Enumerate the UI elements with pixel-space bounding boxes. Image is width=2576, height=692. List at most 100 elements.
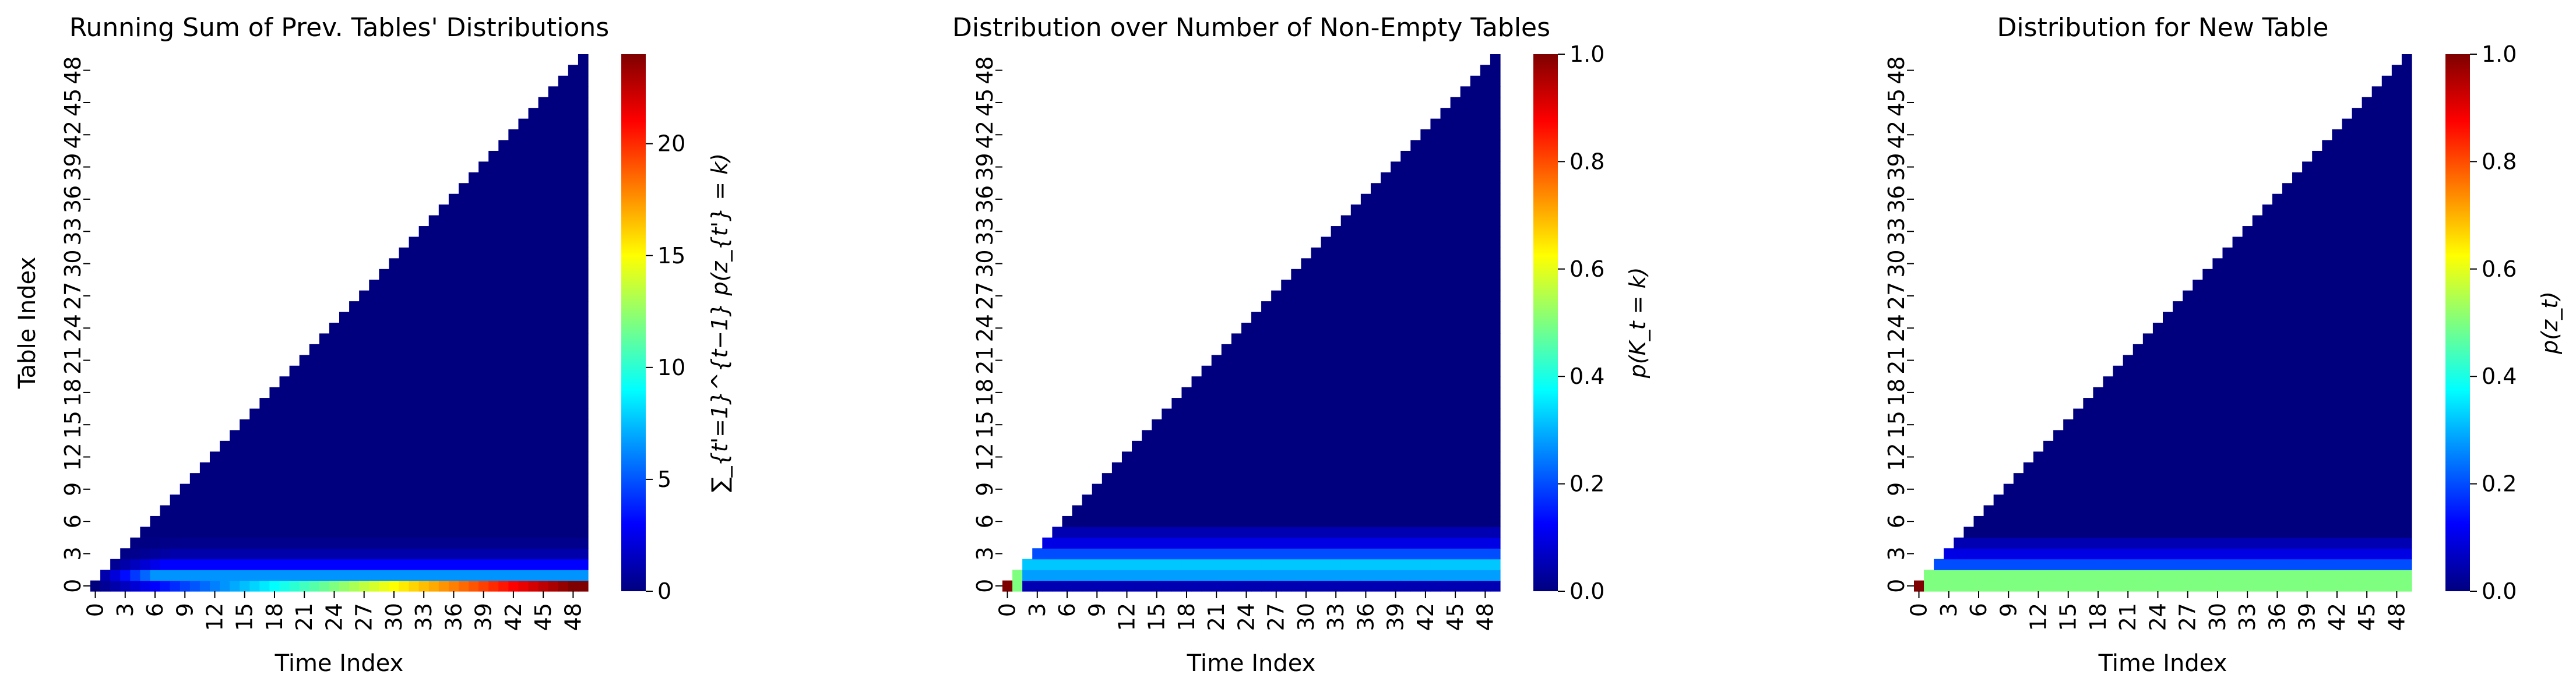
heatmap-cell [299, 505, 310, 517]
heatmap-cell [339, 408, 350, 420]
heatmap-cell [1321, 559, 1332, 570]
heatmap-cell [2173, 505, 2183, 517]
heatmap-cell [409, 548, 420, 560]
heatmap-cell [1490, 483, 1501, 495]
heatmap-cell [2232, 430, 2243, 442]
heatmap-cell [1993, 559, 2004, 570]
heatmap-cell [399, 312, 410, 323]
heatmap-cell [2391, 301, 2402, 313]
heatmap-cell [2242, 387, 2253, 398]
heatmap-cell [2371, 323, 2383, 334]
heatmap-cell [1410, 462, 1421, 474]
heatmap-cell [2073, 505, 2084, 517]
heatmap-cell [1142, 430, 1152, 442]
heatmap-cell [269, 559, 280, 570]
heatmap-cell [2222, 440, 2233, 452]
heatmap-cell [1052, 537, 1063, 549]
heatmap-cell [2322, 301, 2332, 313]
heatmap-cell [438, 473, 449, 485]
heatmap-cell [2371, 269, 2383, 280]
heatmap-cell [2322, 333, 2332, 345]
heatmap-cell [418, 505, 430, 517]
heatmap-cell [1480, 430, 1491, 442]
heatmap-cell [199, 505, 210, 517]
heatmap-cell [2222, 462, 2233, 474]
heatmap-cell [528, 344, 539, 355]
heatmap-cell [2302, 408, 2313, 420]
colorbar-tick-label: 1.0 [1569, 41, 1604, 67]
heatmap-cell [498, 215, 509, 227]
heatmap-cell [1121, 570, 1132, 581]
heatmap-cell [1450, 516, 1461, 527]
heatmap-cell [2212, 376, 2223, 388]
heatmap-cell [359, 570, 369, 581]
heatmap-cell [1391, 376, 1401, 388]
heatmap-cell [558, 580, 569, 592]
heatmap-cell [488, 204, 499, 216]
heatmap-cell [1420, 236, 1431, 248]
heatmap-cell [438, 204, 449, 216]
heatmap-cell [2371, 129, 2383, 141]
heatmap-cell [269, 398, 280, 409]
heatmap-cell [498, 505, 509, 517]
heatmap-cell [428, 537, 439, 549]
heatmap-cell [558, 495, 569, 506]
heatmap-cell [1400, 398, 1411, 409]
heatmap-cell [2322, 140, 2332, 151]
heatmap-cell [309, 408, 320, 420]
heatmap-cell [2342, 183, 2353, 195]
heatmap-cell [1370, 387, 1381, 398]
heatmap-cell [269, 495, 280, 506]
heatmap-cell [249, 537, 260, 549]
heatmap-cell [558, 183, 569, 195]
heatmap-cell [1032, 570, 1043, 581]
heatmap-cell [2391, 161, 2402, 173]
heatmap-cell [1152, 483, 1162, 495]
heatmap-cell [1490, 215, 1501, 227]
heatmap-cell [1221, 398, 1232, 409]
x-tick-label: 36 [441, 603, 466, 631]
heatmap-cell [498, 140, 509, 151]
heatmap-cell [1340, 280, 1352, 291]
heatmap-cell [2023, 505, 2034, 517]
heatmap-cell [1132, 548, 1142, 560]
heatmap-cell [469, 280, 479, 291]
heatmap-cell [1261, 570, 1272, 581]
heatmap-cell [2053, 462, 2064, 474]
heatmap-cell [309, 570, 320, 581]
heatmap-cell [478, 236, 489, 248]
heatmap-cell [369, 473, 379, 485]
heatmap-cell [548, 108, 559, 119]
heatmap-cell [2312, 495, 2322, 506]
heatmap-cell [1470, 247, 1481, 259]
heatmap-cell [1321, 344, 1332, 355]
heatmap-cell [2401, 269, 2412, 280]
heatmap-cell [2302, 398, 2313, 409]
heatmap-cell [478, 527, 489, 538]
heatmap-cell [279, 570, 290, 581]
x-tick-label: 45 [2354, 603, 2380, 631]
heatmap-cell [2043, 473, 2054, 485]
heatmap-cell [299, 419, 310, 430]
heatmap-cell [1440, 365, 1451, 377]
heatmap-cell [2282, 570, 2293, 581]
heatmap-cell [1490, 161, 1501, 173]
heatmap-cell [2183, 495, 2193, 506]
heatmap-cell [2332, 398, 2343, 409]
y-tick-label: 27 [1884, 282, 1909, 310]
heatmap-cell [289, 527, 300, 538]
heatmap-cell [1251, 537, 1262, 549]
heatmap-cell [2371, 398, 2383, 409]
heatmap-cell [199, 462, 210, 474]
heatmap-cell [548, 140, 559, 151]
heatmap-cell [469, 473, 479, 485]
heatmap-cell [498, 398, 509, 409]
heatmap-cell [1162, 440, 1172, 452]
heatmap-cell [558, 516, 569, 527]
heatmap-cell [2023, 537, 2034, 549]
heatmap-cell [2183, 419, 2193, 430]
heatmap-cell [1470, 161, 1481, 173]
heatmap-cell [2371, 118, 2383, 130]
heatmap-cell [399, 483, 410, 495]
heatmap-cell [1934, 570, 1944, 581]
